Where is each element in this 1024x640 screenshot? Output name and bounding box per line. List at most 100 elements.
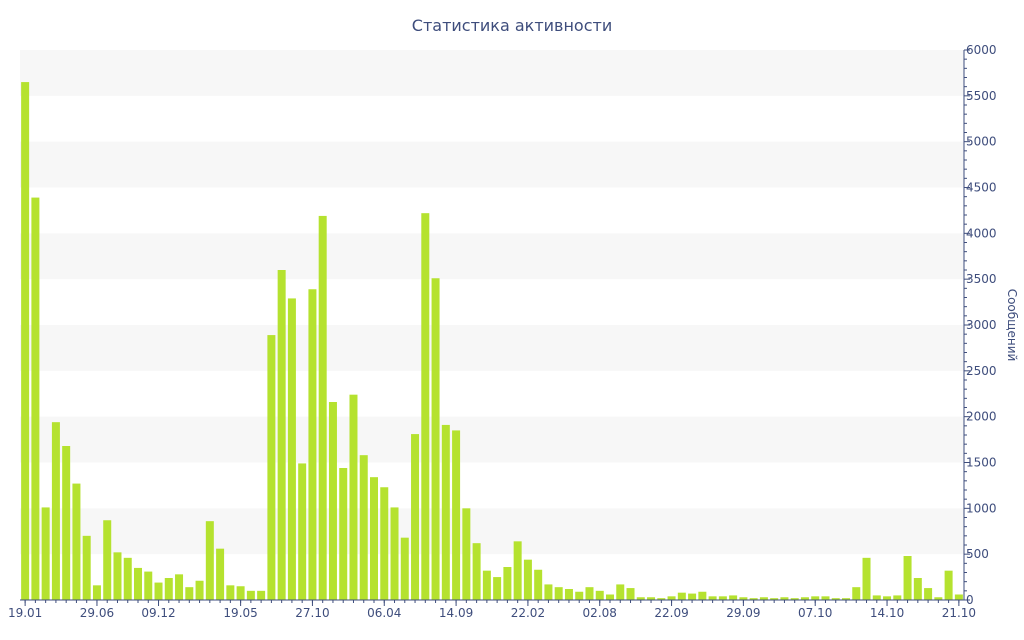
bar <box>780 597 789 600</box>
bar <box>164 578 173 600</box>
bar <box>811 596 820 600</box>
x-tick-label: 09.12 <box>141 606 175 620</box>
bar <box>759 597 768 600</box>
bar <box>62 446 71 600</box>
bar <box>944 570 953 600</box>
bar <box>606 594 614 600</box>
bar <box>513 541 522 600</box>
bar <box>298 463 307 600</box>
bar <box>82 535 91 600</box>
bar <box>893 595 902 600</box>
bar <box>739 597 748 600</box>
bar <box>339 468 348 600</box>
bar <box>175 574 184 600</box>
bar <box>708 596 717 600</box>
x-tick-label: 06.04 <box>367 606 401 620</box>
bar <box>144 571 153 600</box>
y-tick-label: 2500 <box>966 364 997 378</box>
bar <box>954 594 963 600</box>
bar <box>236 586 245 600</box>
y-tick-label: 5500 <box>966 89 997 103</box>
bar <box>770 598 779 600</box>
y-tick-label: 3500 <box>966 272 997 286</box>
bar <box>277 270 286 600</box>
x-tick-label: 29.09 <box>726 606 760 620</box>
bar <box>318 215 327 601</box>
bar <box>831 598 840 600</box>
grid-band <box>20 416 964 463</box>
bar <box>113 552 122 600</box>
bar <box>472 543 481 600</box>
bar <box>790 598 799 600</box>
bar <box>380 487 389 600</box>
bar <box>452 430 461 600</box>
bar <box>390 507 399 600</box>
bar <box>523 559 532 600</box>
bar <box>903 556 912 600</box>
grid-band <box>20 141 964 188</box>
bar <box>554 587 563 600</box>
bar <box>657 598 666 600</box>
x-tick-label: 02.08 <box>583 606 617 620</box>
bar <box>862 557 871 600</box>
bar <box>913 578 922 600</box>
bar <box>31 197 40 600</box>
bar <box>287 298 296 600</box>
bar <box>667 596 676 600</box>
bar <box>616 584 625 600</box>
grid-band <box>20 325 964 371</box>
x-tick-label: 19.01 <box>8 606 42 620</box>
bar <box>585 587 594 600</box>
bar <box>883 596 892 600</box>
bar <box>493 577 502 600</box>
x-tick-label: 22.09 <box>654 606 688 620</box>
bar <box>72 483 81 600</box>
x-tick-label: 07.10 <box>798 606 832 620</box>
bar <box>595 590 604 600</box>
bar <box>349 394 358 600</box>
bar <box>564 589 573 600</box>
grid-bands <box>20 50 964 555</box>
bar <box>359 455 368 600</box>
bar <box>534 569 543 600</box>
x-tick-label: 22.02 <box>511 606 545 620</box>
bar <box>821 596 830 600</box>
x-tick-label: 21.10 <box>942 606 976 620</box>
bar <box>257 590 266 600</box>
bar <box>103 520 112 600</box>
grid-band <box>20 508 964 555</box>
bar <box>154 582 163 600</box>
bar <box>205 521 214 600</box>
bar <box>688 593 697 600</box>
bar <box>441 424 450 600</box>
bar <box>749 598 758 600</box>
bar <box>462 508 471 600</box>
bar <box>195 580 204 600</box>
bar <box>328 402 337 600</box>
bar <box>267 335 276 600</box>
bar <box>575 591 584 600</box>
bar-series <box>21 82 963 601</box>
bar <box>842 598 850 600</box>
y-tick-label: 4000 <box>966 226 997 240</box>
y-tick-label: 3000 <box>966 318 997 332</box>
x-tick-label: 29.06 <box>80 606 114 620</box>
bar <box>216 548 225 600</box>
bar <box>544 584 553 600</box>
y-tick-label: 500 <box>966 547 989 561</box>
bar <box>123 557 132 600</box>
bar <box>626 588 635 600</box>
bar <box>411 434 420 600</box>
bar <box>308 289 317 600</box>
axes: 0 500 1000 1500 2000 2500 3000 3500 4000 4500 5000… <box>8 43 997 620</box>
y-tick-label: 2000 <box>966 410 997 424</box>
bar <box>503 567 512 600</box>
bar <box>400 537 409 600</box>
y-tick-label: 4500 <box>966 181 997 195</box>
bar <box>729 595 738 600</box>
bar <box>677 592 686 600</box>
bar <box>41 507 50 600</box>
bar <box>636 597 645 600</box>
bar <box>51 422 60 600</box>
x-tick-label: 14.10 <box>870 606 904 620</box>
